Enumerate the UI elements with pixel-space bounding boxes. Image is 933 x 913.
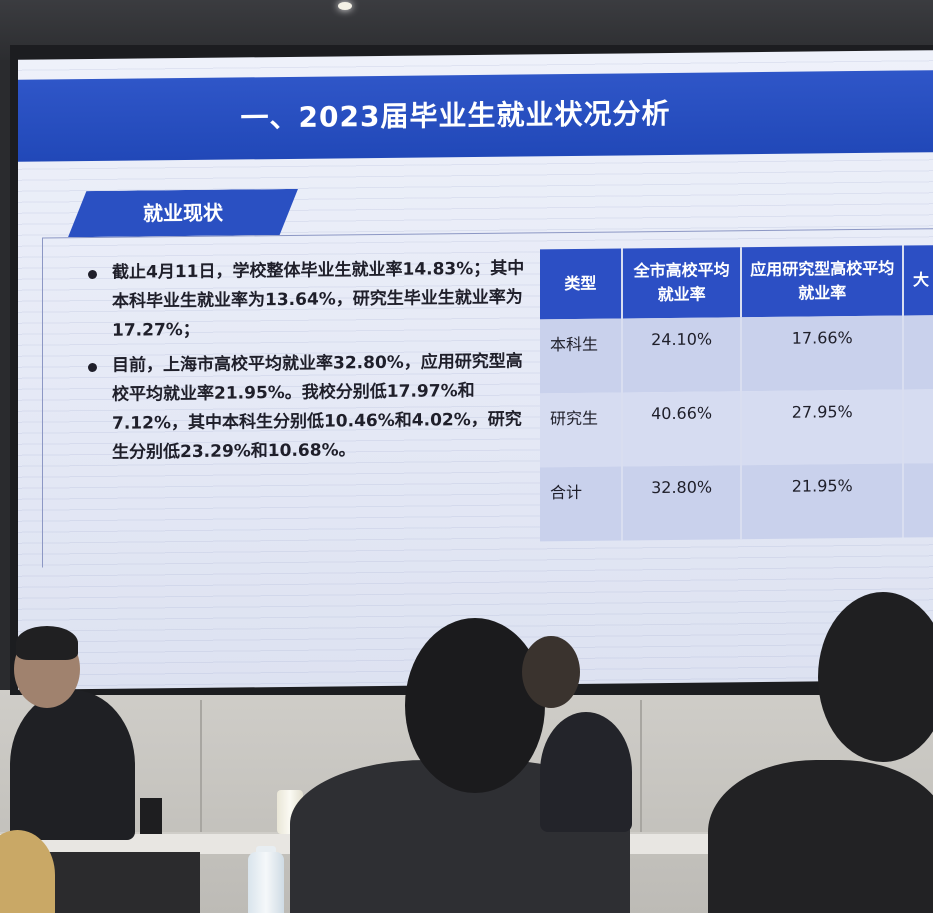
table-cell-applied: 27.95%: [741, 389, 904, 466]
wall-panel: [200, 700, 400, 840]
chair: [40, 852, 200, 913]
table-cell-cutoff: [903, 315, 933, 390]
bullet-item: 目前，上海市高校平均就业率32.80%，应用研究型高校平均就业率21.95%。我…: [86, 347, 536, 468]
title-bar: 一、2023届毕业生就业状况分析: [18, 70, 933, 162]
table-row: 合计 32.80% 21.95%: [540, 463, 933, 542]
person-left-hair: [16, 626, 78, 660]
bullet-list: 截止4月11日，学校整体毕业生就业率14.83%；其中本科毕业生就业率为13.6…: [86, 254, 536, 474]
wall-panel: [640, 700, 840, 840]
name-plate: [140, 798, 162, 834]
table-cell-applied: 17.66%: [741, 315, 904, 392]
employment-rate-table: 类型 全市高校平均就业率 应用研究型高校平均就业率 大 本科生 24.10% 1…: [540, 245, 933, 542]
section-tab-label: 就业现状: [143, 200, 223, 226]
table-row: 本科生 24.10% 17.66%: [540, 315, 933, 394]
table-cell-city: 24.10%: [621, 317, 742, 393]
slide-title: 一、2023届毕业生就业状况分析: [240, 96, 671, 135]
person-right-head: [818, 592, 933, 762]
table-row: 研究生 40.66% 27.95%: [540, 389, 933, 468]
person-back: [540, 712, 632, 832]
table-header-city-average: 全市高校平均就业率: [621, 247, 742, 319]
person-left: [10, 690, 135, 840]
table-cell-applied: 21.95%: [741, 463, 904, 540]
table-cell-type: 合计: [540, 466, 622, 542]
person-right: [708, 760, 933, 913]
table-cell-type: 本科生: [540, 318, 622, 394]
presentation-slide: 一、2023届毕业生就业状况分析 就业现状 截止4月11日，学校整体毕业生就业率…: [18, 50, 933, 690]
table-cell-type: 研究生: [540, 392, 622, 468]
table-cell-cutoff: [903, 463, 933, 538]
water-bottle: [248, 852, 284, 913]
section-tab: 就业现状: [68, 189, 298, 237]
bullet-item: 截止4月11日，学校整体毕业生就业率14.83%；其中本科毕业生就业率为13.6…: [86, 254, 536, 346]
bullet-text: 目前，上海市高校平均就业率32.80%，应用研究型高校平均就业率21.95%。我…: [112, 351, 523, 463]
table-cell-cutoff: [903, 389, 933, 464]
table-header-type: 类型: [540, 248, 622, 320]
ceiling-light: [338, 2, 352, 10]
table-header-row: 类型 全市高校平均就业率 应用研究型高校平均就业率 大: [540, 245, 933, 320]
table-header-cutoff: 大: [903, 245, 933, 316]
person-center-head: [405, 618, 545, 793]
person-back-head: [522, 636, 580, 708]
bullet-dot-icon: [88, 269, 97, 280]
bullet-text: 截止4月11日，学校整体毕业生就业率14.83%；其中本科毕业生就业率为13.6…: [112, 258, 525, 341]
table-header-applied-average: 应用研究型高校平均就业率: [741, 245, 904, 318]
table-cell-city: 32.80%: [621, 465, 742, 541]
bullet-dot-icon: [88, 362, 97, 373]
table-cell-city: 40.66%: [621, 391, 742, 467]
